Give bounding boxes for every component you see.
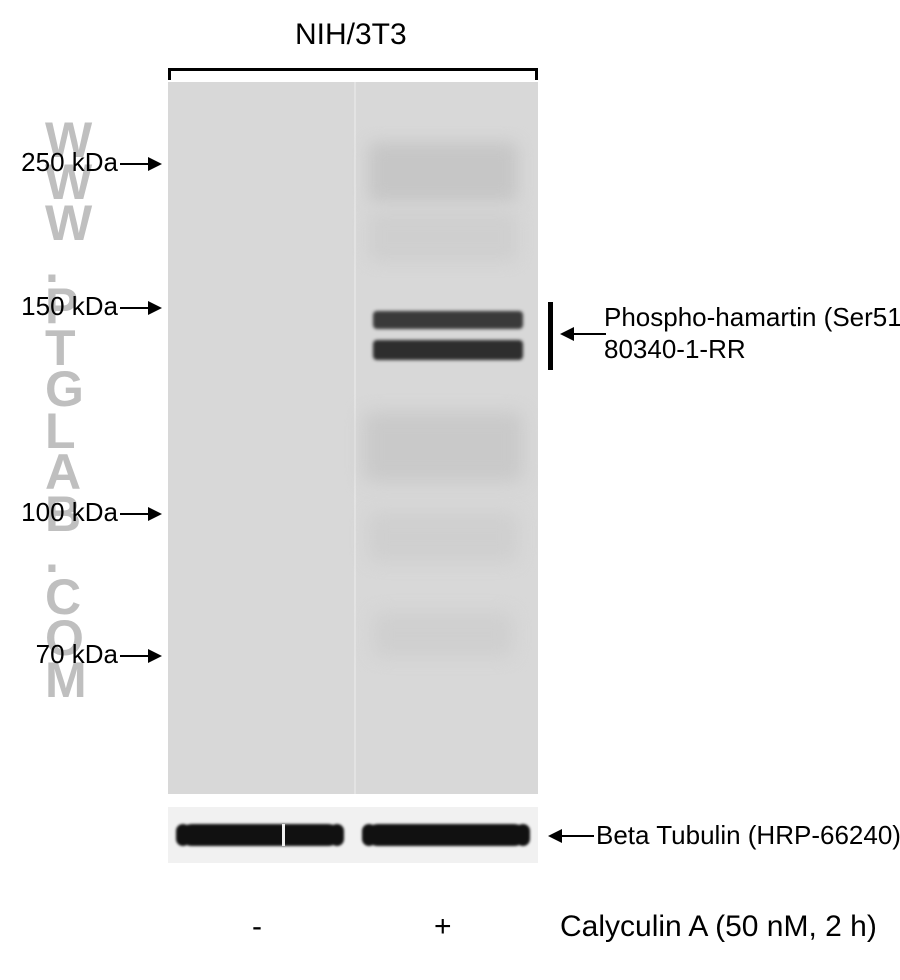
sample-header-tick-left [168,68,171,80]
control-arrow [548,827,594,845]
mw-marker-label: 150 kDa [21,291,118,321]
sample-header-tick-right [535,68,538,80]
blot-smudge [368,512,518,562]
target-label-line1: Phospho-hamartin (Ser511) [604,302,900,333]
arrow-right-icon [148,301,162,315]
loading-control-panel [168,807,538,863]
mw-marker-label: 70 kDa [36,639,118,669]
arrow-right-icon [148,649,162,663]
blot-smudge [368,142,518,202]
sample-header-label: NIH/3T3 [295,18,407,52]
sample-header-line [168,68,538,71]
control-label: Beta Tubulin (HRP-66240) [596,820,900,851]
blot-smudge [368,212,518,262]
western-blot-figure: WWW.PTGLAB.COM NIH/3T3 250 kDa 150 kDa 100… [0,0,900,980]
treatment-minus: - [252,910,262,944]
control-band [180,824,340,846]
arrow-right-icon [148,157,162,171]
mw-marker-label: 250 kDa [21,147,118,177]
target-arrow [560,325,606,343]
target-band [373,311,523,329]
main-blot-panel [168,82,538,794]
mw-marker: 150 kDa [0,291,162,322]
mw-marker-label: 100 kDa [21,497,118,527]
mw-marker: 70 kDa [0,639,162,670]
target-label-line2: 80340-1-RR [604,334,746,365]
watermark: WWW.PTGLAB.COM [45,115,94,696]
blot-smudge [373,612,513,657]
target-bracket [548,302,553,370]
lane-divider [354,82,356,794]
treatment-label: Calyculin A (50 nM, 2 h) [560,910,877,944]
mw-marker: 250 kDa [0,147,162,178]
arrow-right-icon [148,507,162,521]
target-band [373,340,523,360]
treatment-plus: + [434,910,452,944]
mw-marker: 100 kDa [0,497,162,528]
control-band [366,824,526,846]
blot-smudge [363,412,523,482]
